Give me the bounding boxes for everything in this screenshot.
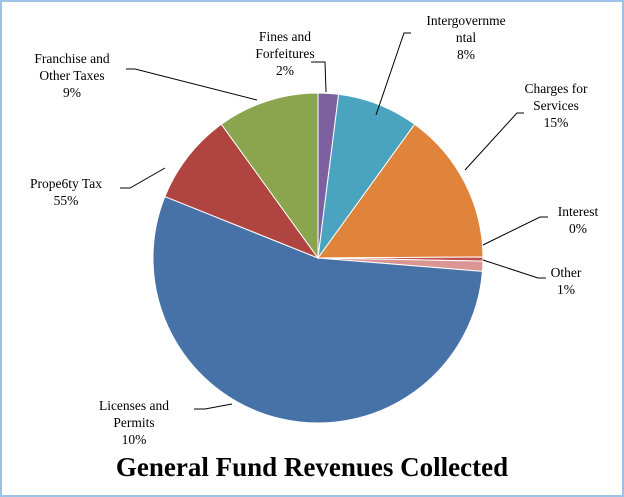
value-label: 15% xyxy=(543,115,569,130)
category-label: Charges for Services xyxy=(524,81,588,113)
slice-label: Other 1% xyxy=(551,264,582,298)
pie-slice xyxy=(317,123,484,259)
category-label: Other xyxy=(550,265,582,280)
slice-label: Prope6ty Tax 55% xyxy=(30,175,102,209)
leader-line xyxy=(482,216,548,246)
value-label: 2% xyxy=(275,63,294,78)
category-label: Fines and Forfeitures xyxy=(255,29,315,61)
slice-label: Franchise and Other Taxes 9% xyxy=(34,50,109,101)
category-label: Franchise and Other Taxes xyxy=(34,51,110,83)
value-label: 8% xyxy=(456,47,475,62)
pie-slice xyxy=(220,92,319,260)
value-label: 55% xyxy=(53,193,79,208)
leader-line xyxy=(126,68,258,101)
leader-line xyxy=(120,167,166,189)
pie-slice xyxy=(164,123,320,260)
category-label: Interest xyxy=(557,204,599,219)
pie-slice xyxy=(152,195,483,424)
value-label: 9% xyxy=(62,85,81,100)
slice-label: Intergovernme ntal 8% xyxy=(426,12,505,63)
value-label: 0% xyxy=(568,221,587,236)
value-label: 10% xyxy=(121,432,147,447)
category-label: Prope6ty Tax xyxy=(30,176,102,191)
slice-label: Fines and Forfeitures 2% xyxy=(255,28,314,79)
leader-line xyxy=(464,112,524,171)
category-label: Licenses and Permits xyxy=(98,398,170,430)
leader-line xyxy=(194,403,233,410)
value-label: 1% xyxy=(557,282,575,297)
leader-line xyxy=(482,259,546,279)
leader-line xyxy=(375,32,411,116)
leader-line xyxy=(311,61,327,93)
slice-label: Licenses and Permits 10% xyxy=(99,397,169,448)
chart-title: General Fund Revenues Collected xyxy=(115,452,509,482)
category-label: Intergovernme ntal xyxy=(426,13,506,45)
slice-label: Interest 0% xyxy=(558,203,598,237)
slice-label: Charges for Services 15% xyxy=(524,80,587,131)
